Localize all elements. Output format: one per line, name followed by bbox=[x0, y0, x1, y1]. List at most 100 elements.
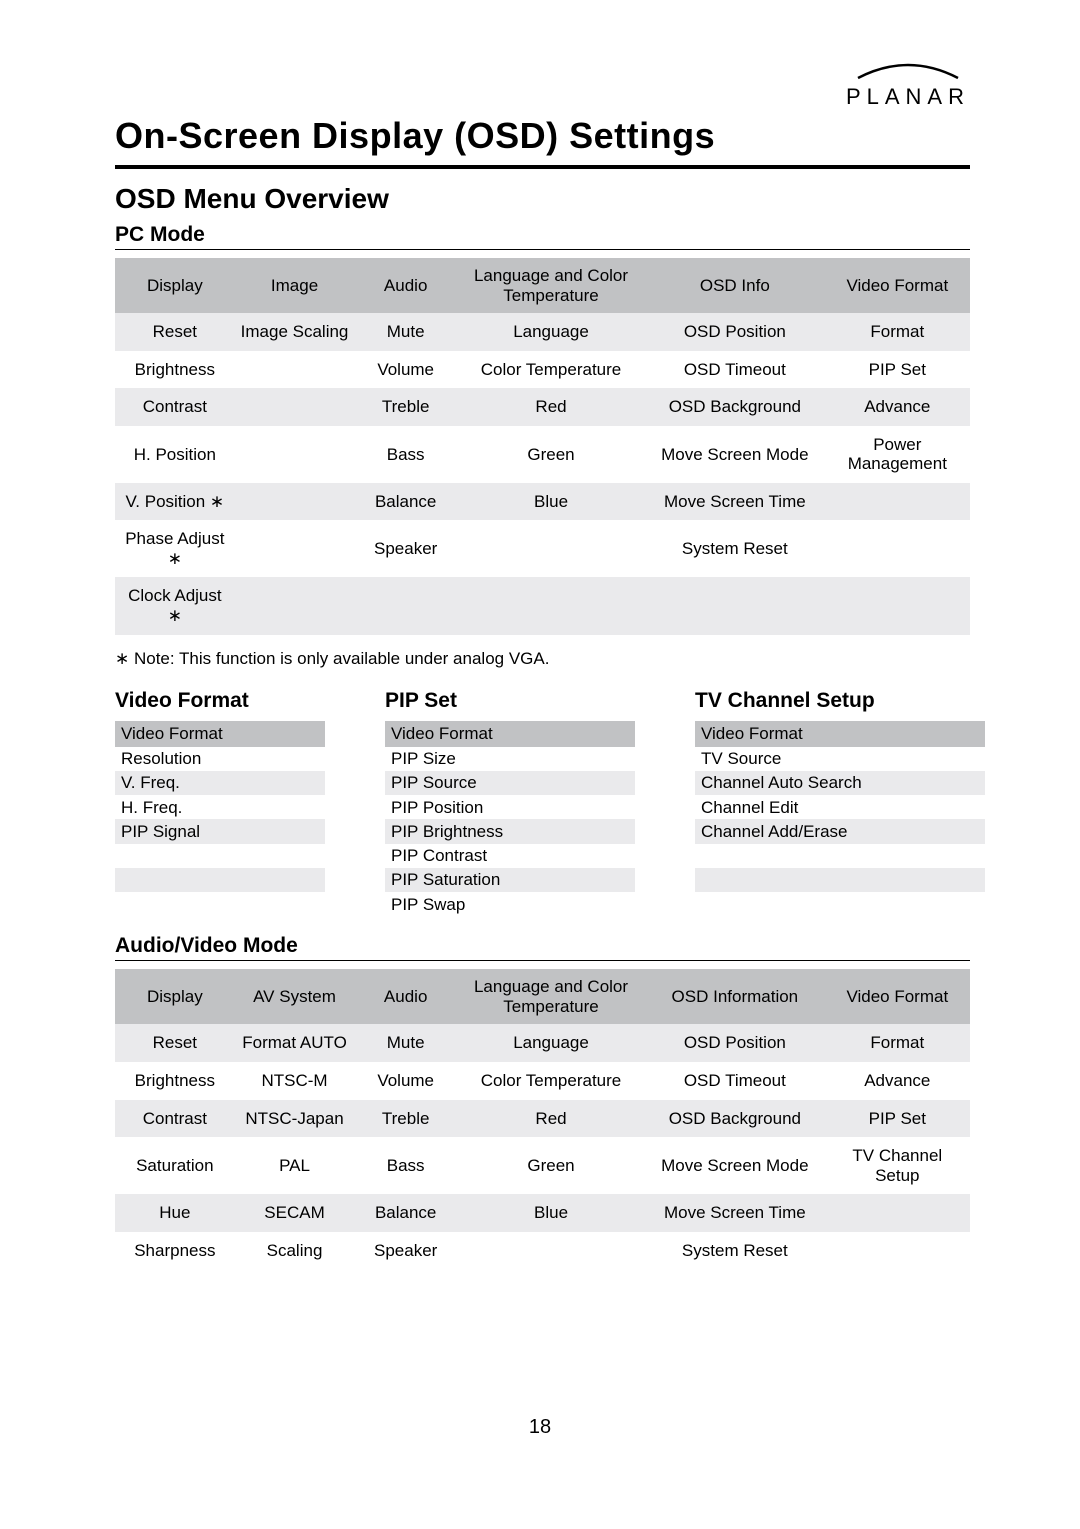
table-cell: Power Management bbox=[825, 426, 970, 483]
table-header: OSD Info bbox=[645, 258, 825, 313]
table-cell: OSD Background bbox=[645, 1100, 825, 1138]
table-header: Image bbox=[235, 258, 355, 313]
brand-logo: PLANAR bbox=[846, 60, 970, 110]
table-cell: Channel Add/Erase bbox=[695, 819, 985, 843]
table-cell: PIP Set bbox=[825, 351, 970, 389]
table-cell: Format bbox=[825, 313, 970, 351]
table-cell: OSD Timeout bbox=[645, 1062, 825, 1100]
table-row: PIP Swap bbox=[385, 892, 635, 916]
table-row bbox=[115, 844, 325, 868]
table-row: SharpnessScalingSpeakerSystem Reset bbox=[115, 1232, 970, 1270]
table-row: PIP Size bbox=[385, 747, 635, 771]
table-cell: Clock Adjust ∗ bbox=[115, 577, 235, 634]
table-cell: Volume bbox=[354, 1062, 457, 1100]
table-row: PIP Position bbox=[385, 795, 635, 819]
table-cell: Advance bbox=[825, 1062, 970, 1100]
table-header: Video Format bbox=[115, 721, 325, 747]
table-cell: Sharpness bbox=[115, 1232, 235, 1270]
table-cell: Speaker bbox=[354, 520, 457, 577]
table-row: HueSECAMBalanceBlueMove Screen Time bbox=[115, 1194, 970, 1232]
table-row: V. Freq. bbox=[115, 771, 325, 795]
table-row: BrightnessNTSC-MVolumeColor TemperatureO… bbox=[115, 1062, 970, 1100]
table-cell: Blue bbox=[457, 1194, 645, 1232]
table-cell bbox=[457, 577, 645, 634]
pc-mode-table: Display Image Audio Language and Color T… bbox=[115, 258, 970, 635]
table-header: OSD Information bbox=[645, 969, 825, 1024]
table-cell: OSD Timeout bbox=[645, 351, 825, 389]
table-cell bbox=[457, 520, 645, 577]
table-cell bbox=[695, 868, 985, 892]
table-cell: Channel Edit bbox=[695, 795, 985, 819]
table-cell: PIP Source bbox=[385, 771, 635, 795]
table-cell: Green bbox=[457, 1137, 645, 1194]
table-cell: Red bbox=[457, 388, 645, 426]
table-row: PIP Source bbox=[385, 771, 635, 795]
table-header: Language and Color Temperature bbox=[457, 258, 645, 313]
table-cell bbox=[645, 577, 825, 634]
table-cell: Hue bbox=[115, 1194, 235, 1232]
video-format-heading: Video Format bbox=[115, 689, 325, 715]
table-cell: OSD Background bbox=[645, 388, 825, 426]
table-cell: Reset bbox=[115, 313, 235, 351]
table-row: BrightnessVolumeColor TemperatureOSD Tim… bbox=[115, 351, 970, 389]
table-cell: Reset bbox=[115, 1024, 235, 1062]
table-row: V. Position ∗BalanceBlueMove Screen Time bbox=[115, 483, 970, 521]
table-cell bbox=[354, 577, 457, 634]
table-cell: TV Channel Setup bbox=[825, 1137, 970, 1194]
table-cell bbox=[825, 1194, 970, 1232]
table-cell: Treble bbox=[354, 388, 457, 426]
table-cell: Move Screen Time bbox=[645, 483, 825, 521]
page-title: On-Screen Display (OSD) Settings bbox=[115, 115, 970, 169]
table-cell: Language bbox=[457, 313, 645, 351]
av-mode-heading: Audio/Video Mode bbox=[115, 934, 970, 961]
table-cell: Balance bbox=[354, 483, 457, 521]
table-row: ContrastTrebleRedOSD BackgroundAdvance bbox=[115, 388, 970, 426]
table-header: Video Format bbox=[385, 721, 635, 747]
table-cell bbox=[457, 1232, 645, 1270]
table-cell bbox=[825, 483, 970, 521]
table-cell: Move Screen Mode bbox=[645, 426, 825, 483]
av-mode-table: Display AV System Audio Language and Col… bbox=[115, 969, 970, 1269]
table-cell: PIP Contrast bbox=[385, 844, 635, 868]
table-cell: Format AUTO bbox=[235, 1024, 355, 1062]
table-row: Channel Add/Erase bbox=[695, 819, 985, 843]
table-cell bbox=[235, 483, 355, 521]
table-cell: Move Screen Mode bbox=[645, 1137, 825, 1194]
table-cell bbox=[825, 520, 970, 577]
pip-set-table: Video Format PIP SizePIP SourcePIP Posit… bbox=[385, 721, 635, 917]
table-cell: PIP Brightness bbox=[385, 819, 635, 843]
table-cell bbox=[235, 520, 355, 577]
table-cell: Volume bbox=[354, 351, 457, 389]
table-cell: V. Freq. bbox=[115, 771, 325, 795]
pip-set-heading: PIP Set bbox=[385, 689, 635, 715]
table-row: Resolution bbox=[115, 747, 325, 771]
table-cell: OSD Position bbox=[645, 1024, 825, 1062]
table-cell: PIP Set bbox=[825, 1100, 970, 1138]
table-cell: PIP Signal bbox=[115, 819, 325, 843]
table-row: PIP Contrast bbox=[385, 844, 635, 868]
table-row bbox=[695, 844, 985, 868]
table-header: Video Format bbox=[825, 258, 970, 313]
table-cell: Color Temperature bbox=[457, 1062, 645, 1100]
table-cell: Speaker bbox=[354, 1232, 457, 1270]
table-cell: NTSC-Japan bbox=[235, 1100, 355, 1138]
video-format-table: Video Format ResolutionV. Freq.H. Freq.P… bbox=[115, 721, 325, 893]
table-cell: PAL bbox=[235, 1137, 355, 1194]
planar-swoosh-icon bbox=[853, 60, 963, 82]
table-header: Video Format bbox=[825, 969, 970, 1024]
table-cell: Saturation bbox=[115, 1137, 235, 1194]
table-cell: Advance bbox=[825, 388, 970, 426]
table-row: Phase Adjust ∗SpeakerSystem Reset bbox=[115, 520, 970, 577]
table-header: AV System bbox=[235, 969, 355, 1024]
table-cell: H. Position bbox=[115, 426, 235, 483]
table-row: PIP Brightness bbox=[385, 819, 635, 843]
page-number: 18 bbox=[0, 1416, 1080, 1439]
table-row: Channel Auto Search bbox=[695, 771, 985, 795]
table-cell bbox=[115, 844, 325, 868]
table-cell: Language bbox=[457, 1024, 645, 1062]
table-cell: TV Source bbox=[695, 747, 985, 771]
table-cell bbox=[825, 577, 970, 634]
table-row: ContrastNTSC-JapanTrebleRedOSD Backgroun… bbox=[115, 1100, 970, 1138]
table-cell: PIP Size bbox=[385, 747, 635, 771]
table-row: SaturationPALBassGreenMove Screen ModeTV… bbox=[115, 1137, 970, 1194]
